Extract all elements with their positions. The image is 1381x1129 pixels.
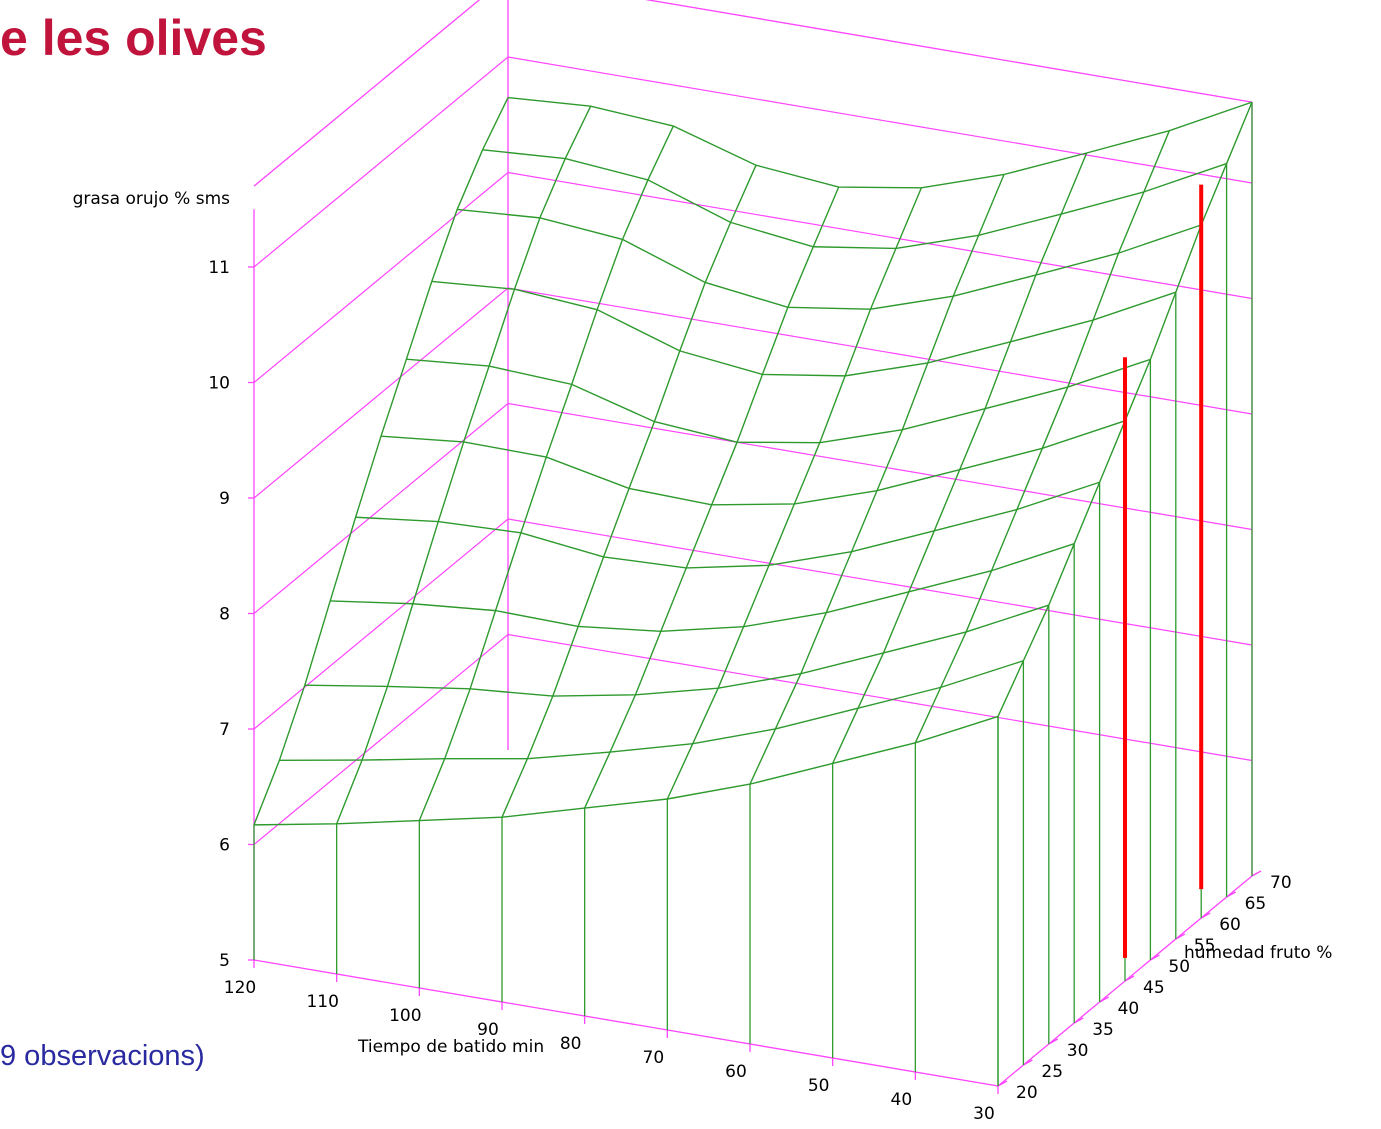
y-tick-label: 30: [1067, 1041, 1089, 1061]
mesh-line-humidity: [380, 420, 1126, 506]
mesh-line-humidity: [330, 543, 1075, 633]
y-tick-mark: [1124, 975, 1135, 982]
z-tick-label: 6: [219, 836, 230, 856]
y-tick-label: 50: [1168, 957, 1190, 977]
axis-labels: grasa orujo % sms Tiempo de batido min h…: [73, 189, 1333, 1057]
mesh-line-humidity: [406, 358, 1151, 444]
mesh-line-humidity: [355, 481, 1100, 569]
mesh-line-humidity: [431, 280, 1177, 377]
mesh-line-humidity: [279, 660, 1024, 761]
z-gridline: [253, 171, 1253, 383]
slide-title: e les olives: [0, 10, 267, 66]
x-tick-label: 110: [306, 992, 338, 1012]
z-tick-label: 5: [219, 951, 230, 971]
z-axis-label: grasa orujo % sms: [73, 189, 231, 209]
y-tick-mark: [1099, 996, 1109, 1003]
mesh-line-time: [418, 125, 674, 821]
z-tick-label: 9: [219, 489, 230, 509]
x-tick-label: 120: [224, 978, 256, 998]
y-tick-label: 25: [1041, 1062, 1063, 1082]
z-tick-label: 11: [208, 258, 230, 278]
y-tick-mark: [1048, 1038, 1059, 1045]
y-tick-mark: [1226, 891, 1236, 898]
mesh-line-humidity: [253, 715, 999, 826]
mesh-line-time: [584, 186, 840, 809]
y-tick-label: 45: [1143, 978, 1165, 998]
tick-labels: 5678910111201101009080706050403020253035…: [208, 258, 1291, 1124]
x-axis-label: Tiempo de batido min: [357, 1037, 544, 1057]
z-gridline: [253, 402, 1253, 614]
x-tick-label: 60: [725, 1062, 747, 1082]
y-tick-label: 20: [1016, 1083, 1038, 1103]
x-tick-label: 30: [973, 1104, 995, 1124]
slide-caption: 9 observacions): [0, 1040, 205, 1072]
mesh-line-time: [749, 174, 1005, 785]
x-tick-label: 100: [389, 1006, 421, 1026]
x-axis-line: [253, 959, 999, 1087]
z-tick-label: 8: [219, 605, 230, 625]
z-tick-label: 7: [219, 720, 230, 740]
y-tick-mark: [1200, 912, 1211, 919]
x-tick-label: 40: [891, 1090, 913, 1110]
y-tick-label: 55: [1194, 936, 1216, 956]
y-tick-label: 60: [1219, 915, 1241, 935]
back-top-edge: [644, 0, 1253, 103]
y-tick-mark: [997, 1080, 1008, 1087]
y-axis-label: humedad fruto %: [1184, 943, 1332, 963]
z-gridline: [253, 518, 1253, 730]
y-tick-label: 40: [1118, 999, 1140, 1019]
y-tick-mark: [1023, 1059, 1033, 1066]
z-gridline: [253, 287, 1253, 499]
left-top-edge: [253, 0, 481, 187]
mesh-line-time: [832, 152, 1088, 764]
x-tick-label: 80: [560, 1034, 582, 1054]
mesh-line-time: [914, 130, 1170, 744]
mesh-line-time: [501, 164, 757, 818]
y-tick-label: 65: [1245, 894, 1267, 914]
surface-drop-lines: [253, 102, 1253, 1086]
y-tick-mark: [1175, 933, 1186, 940]
mesh-line-time: [253, 97, 509, 826]
mesh-line-humidity: [457, 208, 1202, 310]
x-tick-label: 50: [808, 1076, 830, 1096]
z-gridline: [253, 56, 1253, 268]
y-tick-mark: [1150, 954, 1160, 961]
y-tick-label: 70: [1270, 873, 1292, 893]
y-tick-mark: [1073, 1017, 1084, 1024]
y-tick-label: 35: [1092, 1020, 1114, 1040]
x-tick-label: 90: [477, 1020, 499, 1040]
mesh-line-humidity: [482, 149, 1227, 250]
x-tick-label: 70: [643, 1048, 665, 1068]
mesh-line-time: [666, 187, 922, 800]
y-tick-mark: [1251, 870, 1262, 877]
measurement-markers: [1123, 184, 1204, 958]
z-tick-label: 10: [208, 374, 230, 394]
mesh-line-time: [336, 105, 592, 825]
z-gridline: [253, 633, 1253, 845]
mesh-line-humidity: [304, 604, 1050, 697]
surface-mesh: [253, 96, 1253, 826]
mesh-line-humidity: [507, 96, 1253, 189]
